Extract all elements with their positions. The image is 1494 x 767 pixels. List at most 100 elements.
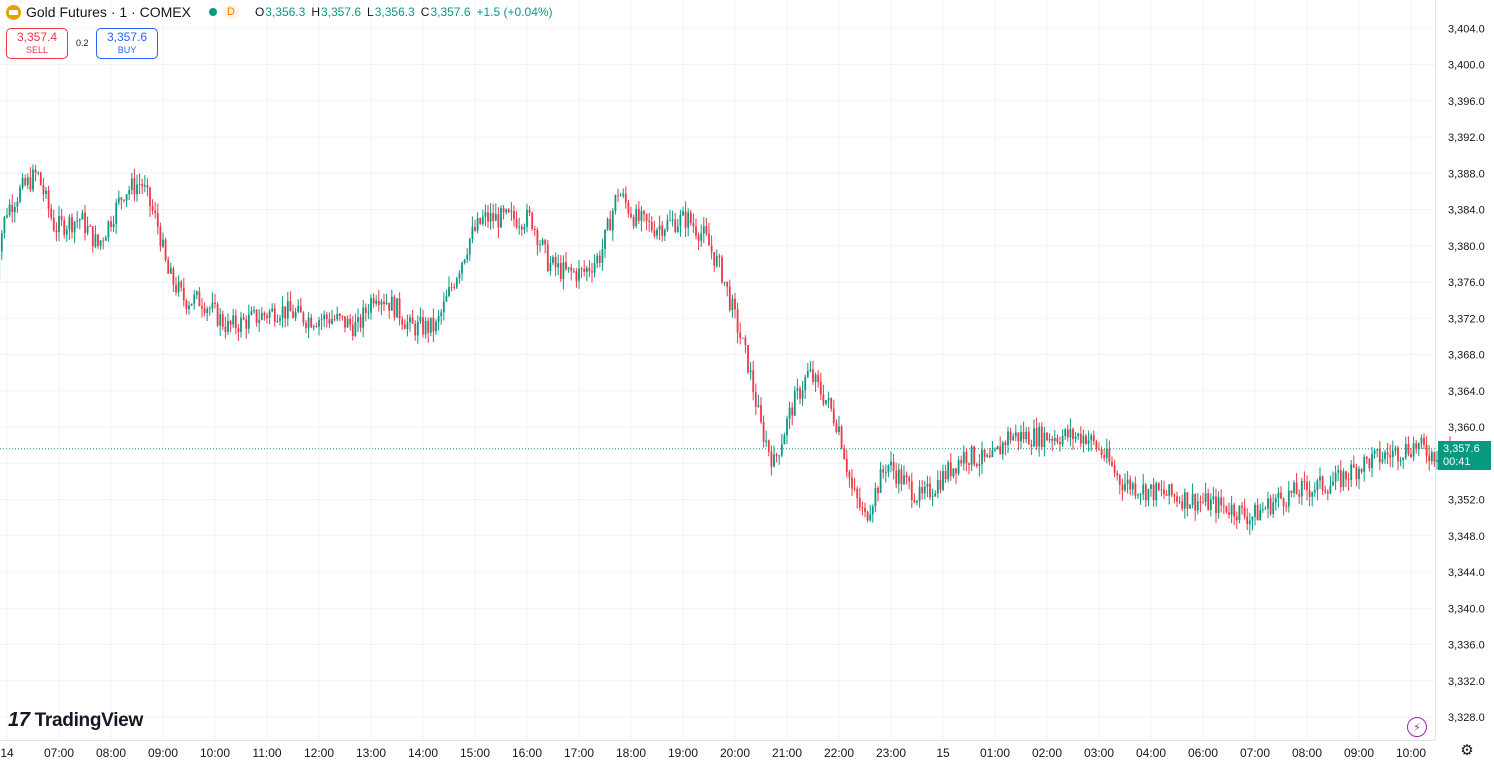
candle-body: [544, 239, 547, 245]
candle-body: [487, 212, 489, 222]
lightning-icon[interactable]: ⚡: [1407, 717, 1427, 737]
candle-body: [1358, 469, 1360, 479]
candle-body: [11, 204, 14, 213]
candle-body: [195, 291, 198, 295]
candle-body: [942, 471, 944, 490]
tradingview-logo[interactable]: 17 TradingView: [8, 709, 143, 732]
x-tick-label: 03:00: [1084, 746, 1114, 760]
candle-body: [1410, 453, 1412, 457]
candle-body: [16, 201, 19, 207]
candle-body: [424, 320, 427, 335]
candle-body: [632, 217, 635, 227]
candle-body: [801, 390, 804, 399]
candle-body: [1111, 461, 1113, 466]
candle-body: [409, 317, 411, 323]
candle-body: [190, 303, 193, 306]
candle-body: [1056, 437, 1059, 443]
candle-body: [1202, 501, 1204, 503]
candle-body: [1163, 489, 1165, 495]
candle-body: [94, 234, 97, 247]
y-tick-label: 3,336.0: [1448, 640, 1485, 652]
candle-body: [1137, 494, 1139, 496]
candle-body: [1113, 465, 1116, 474]
candle-body: [1365, 456, 1368, 459]
sell-button[interactable]: 3,357.4 SELL: [6, 28, 68, 59]
candle-body: [1199, 501, 1202, 503]
y-tick-label: 3,376.0: [1448, 277, 1485, 289]
candle-body: [331, 319, 333, 324]
candle-body: [115, 202, 118, 224]
candle-body: [1423, 437, 1425, 445]
candle-body: [403, 324, 406, 329]
candle-body: [705, 226, 708, 234]
x-tick-label: 01:00: [980, 746, 1010, 760]
candle-body: [471, 226, 474, 239]
candle-body: [1287, 490, 1290, 507]
candle-body: [1181, 501, 1184, 509]
candle-body: [825, 400, 827, 404]
candle-body: [143, 185, 146, 187]
candle-body: [1313, 490, 1316, 493]
candle-body: [336, 313, 339, 320]
candle-body: [128, 189, 131, 195]
candle-body: [1295, 482, 1298, 495]
x-tick-label: 23:00: [876, 746, 906, 760]
candle-body: [1072, 429, 1074, 440]
candle-body: [650, 221, 653, 231]
candle-body: [151, 206, 154, 211]
candle-body: [697, 235, 700, 241]
candle-body: [364, 307, 367, 313]
candle-body: [406, 322, 409, 329]
candle-body: [398, 298, 401, 319]
candle-body: [812, 369, 814, 382]
candle-body: [1261, 509, 1264, 511]
candle-body: [34, 169, 37, 173]
candle-body: [962, 452, 965, 464]
candle-body: [1321, 476, 1324, 491]
candle-body: [1121, 484, 1124, 491]
candle-body: [1129, 479, 1132, 490]
candle-body: [1269, 498, 1272, 514]
candle-body: [1090, 435, 1093, 441]
candle-body: [624, 193, 627, 203]
symbol-title[interactable]: Gold Futures · 1 · COMEX: [26, 4, 191, 20]
y-tick-label: 3,348.0: [1448, 531, 1485, 543]
candle-body: [1095, 441, 1098, 449]
candle-body: [710, 245, 713, 253]
candle-body: [1144, 484, 1147, 501]
candle-body: [1368, 458, 1371, 469]
candle-body: [1373, 450, 1376, 454]
buy-button[interactable]: 3,357.6 BUY: [96, 28, 158, 59]
gear-icon[interactable]: ⚙: [1460, 742, 1474, 759]
candle-body: [809, 369, 812, 371]
candle-body: [1300, 481, 1303, 497]
candle-body: [193, 294, 196, 304]
candle-body: [726, 281, 729, 287]
y-tick-label: 3,396.0: [1448, 96, 1485, 108]
y-tick-label: 3,352.0: [1448, 495, 1485, 507]
candle-body: [970, 446, 973, 465]
candle-body: [211, 302, 214, 309]
sell-label: SELL: [25, 44, 49, 55]
candle-body: [783, 435, 786, 445]
candle-body: [1404, 443, 1407, 458]
candle-body: [936, 479, 939, 494]
candle-body: [715, 256, 718, 266]
candle-body: [60, 215, 63, 220]
candle-body: [973, 446, 976, 465]
candle-body: [377, 300, 380, 305]
candle-body: [669, 219, 671, 221]
candle-body: [448, 287, 450, 297]
candle-body: [658, 225, 661, 230]
candle-body: [1243, 507, 1246, 517]
candle-body: [390, 296, 393, 311]
candle-body: [549, 263, 552, 271]
candle-body: [463, 259, 466, 263]
candle-body: [1308, 490, 1311, 497]
candle-body: [1043, 432, 1046, 447]
candle-body: [32, 169, 34, 190]
candle-body: [1082, 435, 1085, 444]
candle-body: [895, 470, 898, 484]
candle-body: [63, 219, 66, 235]
